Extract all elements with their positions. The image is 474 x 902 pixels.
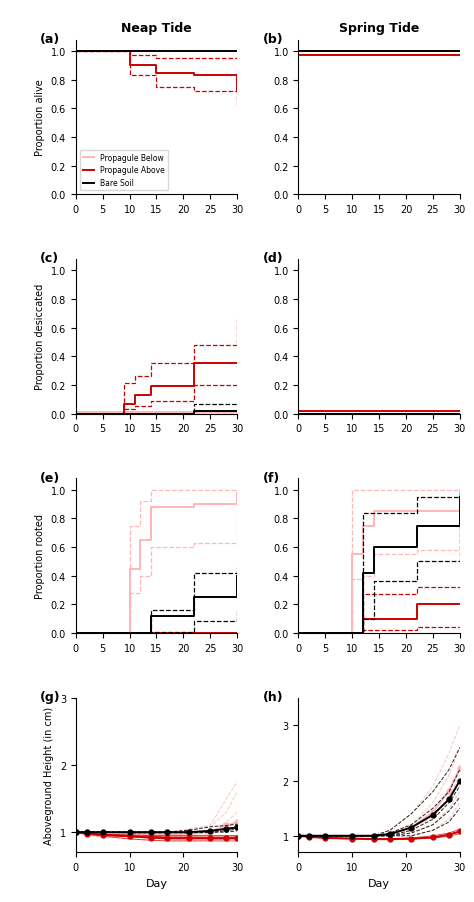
Text: (e): (e)	[40, 471, 61, 484]
Text: (a): (a)	[40, 32, 61, 46]
Title: Neap Tide: Neap Tide	[121, 23, 192, 35]
Y-axis label: Aboveground Height (in cm): Aboveground Height (in cm)	[44, 706, 55, 844]
Y-axis label: Proportion desiccated: Proportion desiccated	[35, 284, 45, 390]
Text: (h): (h)	[263, 690, 283, 704]
Text: (d): (d)	[263, 252, 283, 265]
X-axis label: Day: Day	[368, 878, 390, 888]
Title: Spring Tide: Spring Tide	[339, 23, 419, 35]
Y-axis label: Proportion rooted: Proportion rooted	[35, 513, 45, 599]
Text: (f): (f)	[263, 471, 280, 484]
X-axis label: Day: Day	[146, 878, 167, 888]
Legend: Propagule Below, Propagule Above, Bare Soil: Propagule Below, Propagule Above, Bare S…	[80, 151, 168, 191]
Text: (c): (c)	[40, 252, 59, 265]
Text: (b): (b)	[263, 32, 283, 46]
Text: (g): (g)	[40, 690, 61, 704]
Y-axis label: Proportion alive: Proportion alive	[35, 79, 45, 156]
